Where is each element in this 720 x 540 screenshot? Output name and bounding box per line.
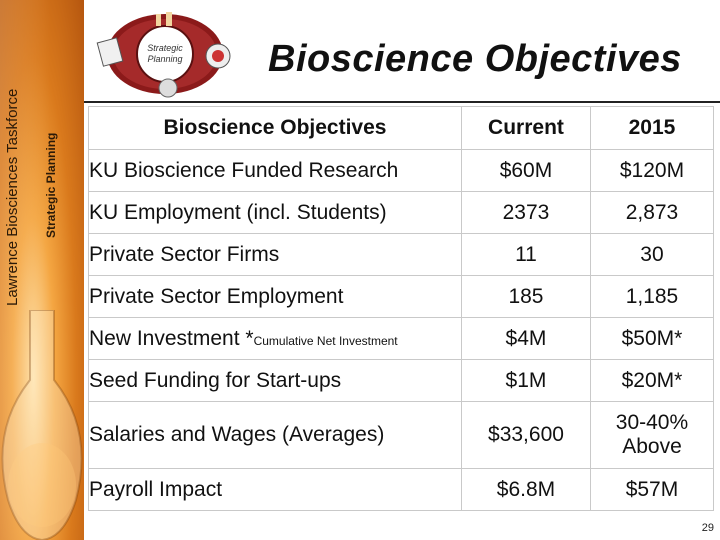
flask-icon — [1, 310, 83, 540]
row-target: $20M* — [589, 359, 715, 402]
document-icon — [96, 37, 124, 67]
row-objective: Private Sector Firms — [88, 233, 462, 276]
row-current: $6.8M — [461, 468, 591, 511]
table-row: Seed Funding for Start-ups $1M $20M* — [88, 359, 715, 402]
page-title: Bioscience Objectives — [268, 38, 682, 80]
table-header-row: Bioscience Objectives Current 2015 — [88, 106, 715, 150]
table-row: KU Employment (incl. Students) 2373 2,87… — [88, 191, 715, 234]
logo-text-line2: Planning — [147, 54, 182, 64]
header-objective: Bioscience Objectives — [88, 106, 462, 150]
table-row: New Investment *Cumulative Net Investmen… — [88, 317, 715, 360]
sidebar-subtitle: Strategic Planning — [44, 132, 58, 238]
row-target: 1,185 — [589, 275, 715, 318]
table-row: Payroll Impact $6.8M $57M — [88, 468, 715, 511]
header-current: Current — [461, 106, 591, 150]
row-target: $120M — [589, 149, 715, 192]
row-current: $60M — [461, 149, 591, 192]
gear-icon — [158, 78, 178, 98]
objectives-table: Bioscience Objectives Current 2015 KU Bi… — [88, 106, 715, 511]
row-objective: KU Employment (incl. Students) — [88, 191, 462, 234]
chess-piece-icon — [156, 12, 172, 26]
row-current: $4M — [461, 317, 591, 360]
table-row: Salaries and Wages (Averages) $33,600 30… — [88, 401, 715, 469]
row-target-line2: Above — [622, 435, 682, 458]
row-target: $50M* — [589, 317, 715, 360]
sidebar-band — [0, 0, 84, 540]
row-objective: New Investment *Cumulative Net Investmen… — [88, 317, 462, 360]
row-current: 11 — [461, 233, 591, 276]
row-current: $1M — [461, 359, 591, 402]
header-2015: 2015 — [589, 106, 715, 150]
sidebar-org-name: Lawrence Biosciences Taskforce — [4, 88, 21, 306]
row-target: $57M — [589, 468, 715, 511]
table-row: KU Bioscience Funded Research $60M $120M — [88, 149, 715, 192]
table-row: Private Sector Firms 11 30 — [88, 233, 715, 276]
strategic-planning-logo: Strategic Planning — [96, 12, 231, 98]
row-current: $33,600 — [461, 401, 591, 469]
row-target: 30-40% Above — [589, 401, 715, 469]
row-objective: Payroll Impact — [88, 468, 462, 511]
row-objective: KU Bioscience Funded Research — [88, 149, 462, 192]
table-row: Private Sector Employment 185 1,185 — [88, 275, 715, 318]
title-divider — [84, 101, 720, 103]
row-target: 2,873 — [589, 191, 715, 234]
page-number: 29 — [701, 522, 714, 534]
row-objective: Seed Funding for Start-ups — [88, 359, 462, 402]
row-current: 2373 — [461, 191, 591, 234]
row-objective: Private Sector Employment — [88, 275, 462, 318]
row-target-line1: 30-40% — [615, 411, 689, 434]
row-objective-note: Cumulative Net Investment — [253, 333, 398, 348]
logo-text-line1: Strategic — [147, 43, 183, 53]
row-objective-label: New Investment * — [89, 326, 254, 350]
row-objective: Salaries and Wages (Averages) — [88, 401, 462, 469]
target-icon — [205, 43, 231, 69]
row-target: 30 — [589, 233, 715, 276]
row-current: 185 — [461, 275, 591, 318]
